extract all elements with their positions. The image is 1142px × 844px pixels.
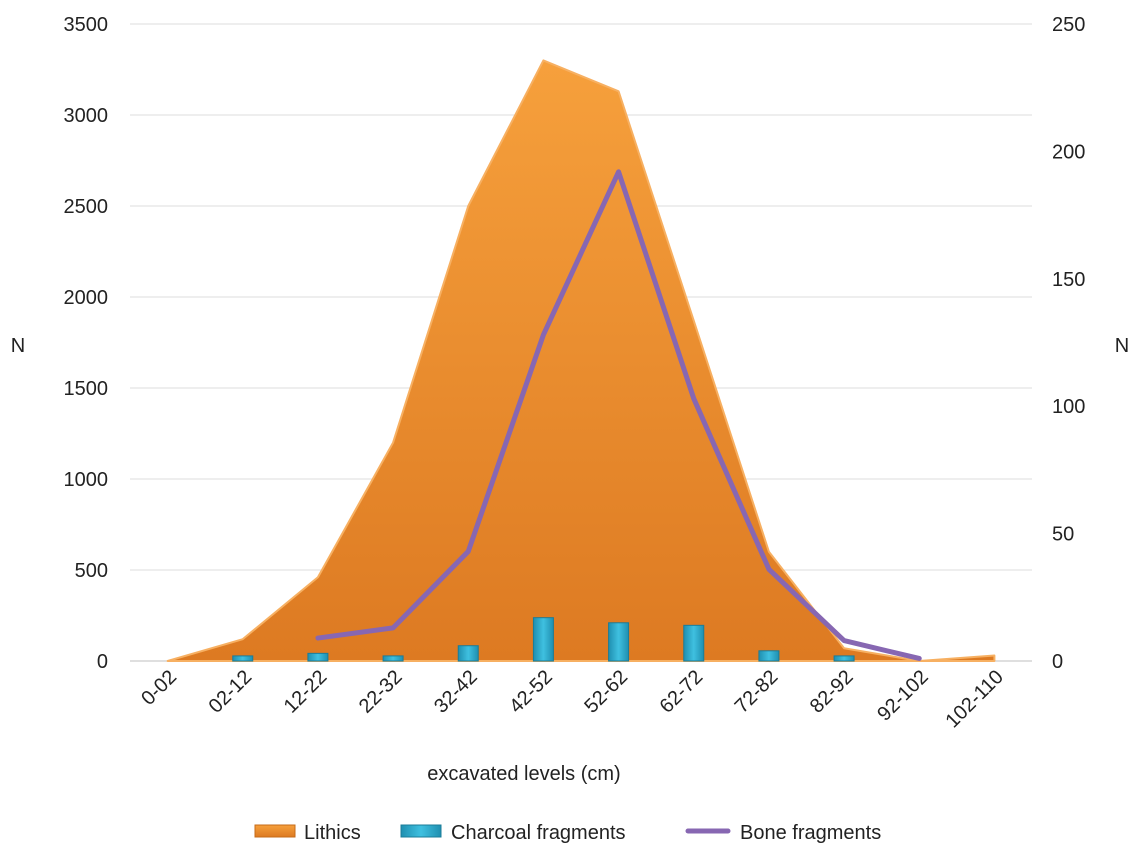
y-axis-right-title: N (1115, 335, 1129, 357)
charcoal-bars-layer (232, 617, 855, 662)
legend: Lithics Charcoal fragments Bone fragment… (254, 822, 881, 844)
y-left-tick-label: 1500 (64, 378, 109, 400)
x-tick-label: 82-92 (806, 666, 858, 718)
charcoal-bar (457, 645, 479, 662)
x-tick-label: 102-110 (942, 666, 1008, 732)
legend-swatch-lithics (254, 824, 296, 838)
legend-label-charcoal: Charcoal fragments (451, 822, 626, 844)
y-right-tick-label: 50 (1052, 524, 1074, 546)
x-tick-label: 22-32 (355, 666, 407, 718)
x-tick-label: 72-82 (731, 666, 783, 718)
lithics-area-layer (166, 59, 996, 662)
y-left-tick-label: 2000 (64, 287, 109, 309)
x-tick-label: 42-52 (505, 666, 557, 718)
y-left-tick-label: 1000 (64, 469, 109, 491)
y-axis-left-title: N (11, 335, 25, 357)
bone-line-layer (315, 169, 922, 661)
charcoal-bar (758, 650, 780, 662)
charcoal-bar (532, 617, 554, 662)
y-right-tick-label: 200 (1052, 141, 1085, 163)
lithics-area (166, 59, 996, 662)
charcoal-bar (382, 655, 404, 662)
x-tick-label: 32-42 (430, 666, 482, 718)
legend-swatch-charcoal (400, 824, 442, 838)
bone-fragments-line (315, 169, 922, 661)
legend-label-bone: Bone fragments (740, 822, 881, 844)
charcoal-bar (833, 655, 855, 662)
x-tick-label: 0-02 (137, 666, 181, 710)
y-left-tick-label: 0 (97, 651, 108, 673)
y-left-tick-label: 2500 (64, 196, 109, 218)
y-right-tick-label: 250 (1052, 14, 1085, 36)
x-axis-title: excavated levels (cm) (427, 763, 620, 785)
x-tick-label: 92-102 (873, 666, 933, 726)
y-left-tick-label: 3500 (64, 14, 109, 36)
charcoal-bar (232, 655, 254, 662)
y-left-tick-label: 3000 (64, 105, 109, 127)
y-right-tick-label: 150 (1052, 269, 1085, 291)
charcoal-bar (683, 624, 705, 662)
x-tick-label: 52-62 (580, 666, 632, 718)
charcoal-bar (307, 652, 329, 662)
y-right-tick-label: 0 (1052, 651, 1063, 673)
charcoal-bar (608, 622, 630, 662)
y-right-tick-label: 100 (1052, 396, 1085, 418)
x-tick-label: 62-72 (656, 666, 708, 718)
y-left-tick-label: 500 (75, 560, 108, 582)
legend-label-lithics: Lithics (304, 822, 361, 844)
x-tick-label: 12-22 (280, 666, 332, 718)
x-tick-label: 02-12 (205, 666, 257, 718)
